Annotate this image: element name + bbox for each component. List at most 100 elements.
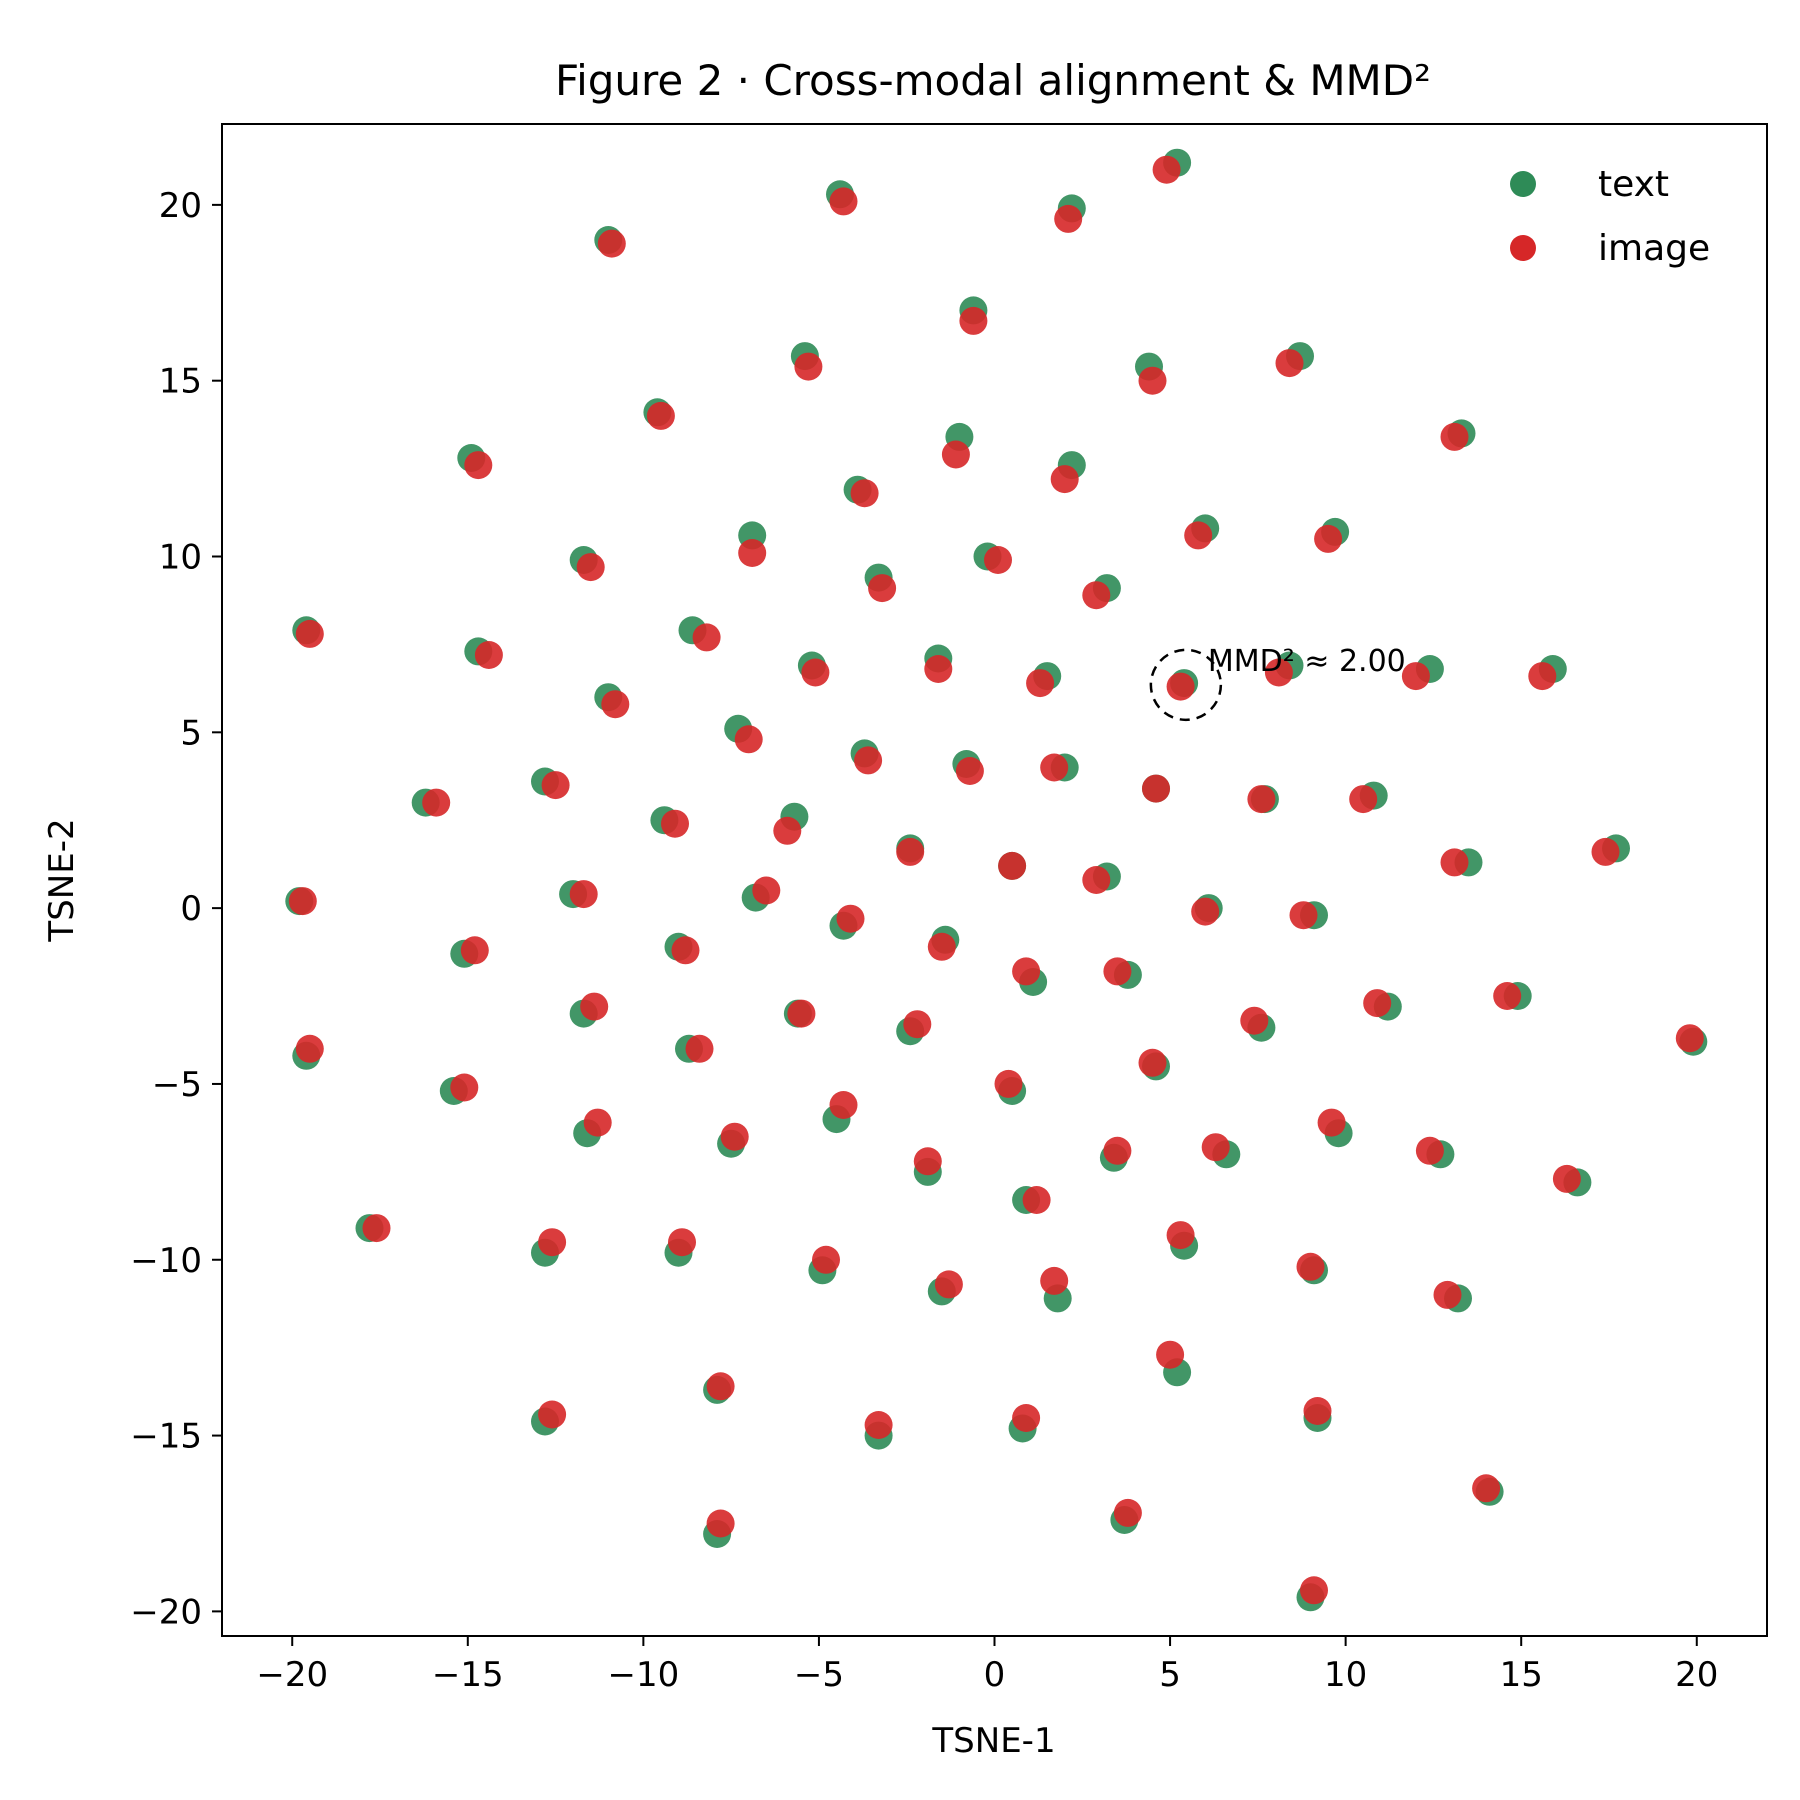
point-image-60	[1363, 989, 1392, 1018]
point-image-69	[994, 1069, 1023, 1098]
point-image-73	[1317, 1108, 1346, 1137]
point-image-92	[538, 1400, 567, 1429]
point-image-63	[903, 1010, 932, 1039]
point-image-50	[752, 876, 781, 905]
point-image-20	[1082, 581, 1111, 610]
point-image-64	[1240, 1006, 1269, 1035]
point-image-62	[580, 992, 609, 1021]
x-tick-label: 10	[1324, 1655, 1367, 1695]
point-image-97	[1113, 1498, 1142, 1527]
point-image-72	[583, 1108, 612, 1137]
points-layer	[285, 148, 1708, 1612]
point-image-86	[1296, 1252, 1325, 1281]
point-image-27	[924, 655, 953, 683]
point-image-80	[362, 1214, 391, 1243]
x-axis-title: TSNE-1	[931, 1721, 1055, 1761]
point-image-28	[801, 658, 830, 687]
y-axis-title: TSNE-2	[42, 818, 82, 942]
point-image-43	[896, 837, 925, 866]
point-image-77	[1103, 1136, 1132, 1165]
point-image-58	[1103, 957, 1132, 986]
x-tick-label: 0	[984, 1655, 1006, 1695]
point-image-46	[998, 851, 1027, 880]
point-image-52	[1289, 901, 1318, 930]
point-image-10	[941, 440, 970, 469]
point-image-19	[868, 574, 897, 603]
point-image-59	[1493, 982, 1522, 1010]
point-image-75	[1415, 1136, 1444, 1165]
x-tick-label: −15	[432, 1655, 504, 1695]
point-image-87	[934, 1270, 963, 1299]
point-image-71	[829, 1091, 858, 1119]
point-image-6	[1275, 349, 1304, 378]
mmd-annotation: MMD² ≈ 2.00	[1149, 644, 1406, 722]
point-image-54	[927, 932, 956, 961]
point-image-0	[1152, 155, 1181, 184]
mmd-highlight-circle	[1149, 648, 1223, 722]
point-image-26	[1401, 662, 1430, 691]
plot-frame	[221, 123, 1768, 1637]
mmd-annotation-label: MMD² ≈ 2.00	[1208, 644, 1406, 679]
point-image-68	[1138, 1048, 1167, 1077]
point-image-89	[1433, 1280, 1462, 1309]
point-image-13	[850, 479, 879, 508]
y-tick-label: −15	[130, 1417, 202, 1457]
x-tick-label: −10	[607, 1655, 679, 1695]
y-tick-label: −20	[130, 1592, 202, 1632]
point-image-49	[569, 880, 598, 909]
point-image-14	[1184, 521, 1213, 550]
point-image-84	[668, 1228, 696, 1257]
point-image-40	[1349, 785, 1378, 814]
y-axis: −20 −15 −10 −5 0 5 10 15 20	[130, 186, 222, 1632]
y-tick-label: 0	[180, 889, 202, 929]
point-image-37	[422, 788, 451, 817]
point-image-16	[1314, 524, 1343, 553]
point-image-93	[864, 1411, 893, 1439]
x-tick-label: −20	[256, 1655, 328, 1695]
point-image-85	[812, 1245, 840, 1274]
point-image-45	[1440, 848, 1469, 877]
point-image-35	[1040, 753, 1069, 782]
point-image-99	[1300, 1576, 1328, 1605]
point-image-7	[1138, 366, 1167, 395]
point-image-56	[671, 936, 700, 965]
y-tick-label: 20	[159, 186, 202, 226]
y-tick-label: 15	[159, 362, 202, 402]
point-image-67	[1675, 1024, 1704, 1053]
chart-title: Figure 2 · Cross-modal alignment & MMD²	[555, 56, 1431, 105]
point-image-9	[1440, 422, 1469, 451]
point-image-31	[601, 690, 630, 719]
point-image-34	[955, 757, 984, 785]
point-image-24	[1166, 672, 1195, 701]
point-image-21	[295, 619, 324, 648]
point-image-1	[829, 187, 858, 216]
point-image-38	[1142, 774, 1170, 803]
point-image-82	[1166, 1221, 1195, 1250]
point-image-15	[738, 539, 767, 567]
y-tick-label: −5	[152, 1065, 202, 1105]
point-image-95	[1303, 1397, 1332, 1425]
point-image-39	[1247, 785, 1276, 814]
x-tick-label: 15	[1500, 1655, 1543, 1695]
point-image-44	[1591, 837, 1620, 866]
x-tick-label: 5	[1159, 1655, 1181, 1695]
point-image-2	[1054, 204, 1083, 233]
point-image-74	[720, 1122, 749, 1151]
point-image-41	[773, 816, 802, 845]
point-image-61	[787, 999, 816, 1028]
point-image-5	[794, 352, 823, 381]
point-image-83	[538, 1228, 567, 1257]
point-image-65	[295, 1034, 324, 1063]
point-image-25	[1264, 658, 1293, 687]
y-tick-label: 5	[180, 713, 202, 753]
point-image-98	[706, 1509, 735, 1538]
point-image-29	[1026, 669, 1055, 698]
legend-label-text: text	[1598, 164, 1669, 205]
point-image-3	[597, 229, 626, 258]
point-image-96	[1472, 1474, 1501, 1503]
legend-marker-image	[1510, 235, 1536, 261]
x-tick-label: 20	[1675, 1655, 1718, 1695]
x-axis: −20 −15 −10 −5 0 5 10 15 20	[256, 1636, 1718, 1695]
